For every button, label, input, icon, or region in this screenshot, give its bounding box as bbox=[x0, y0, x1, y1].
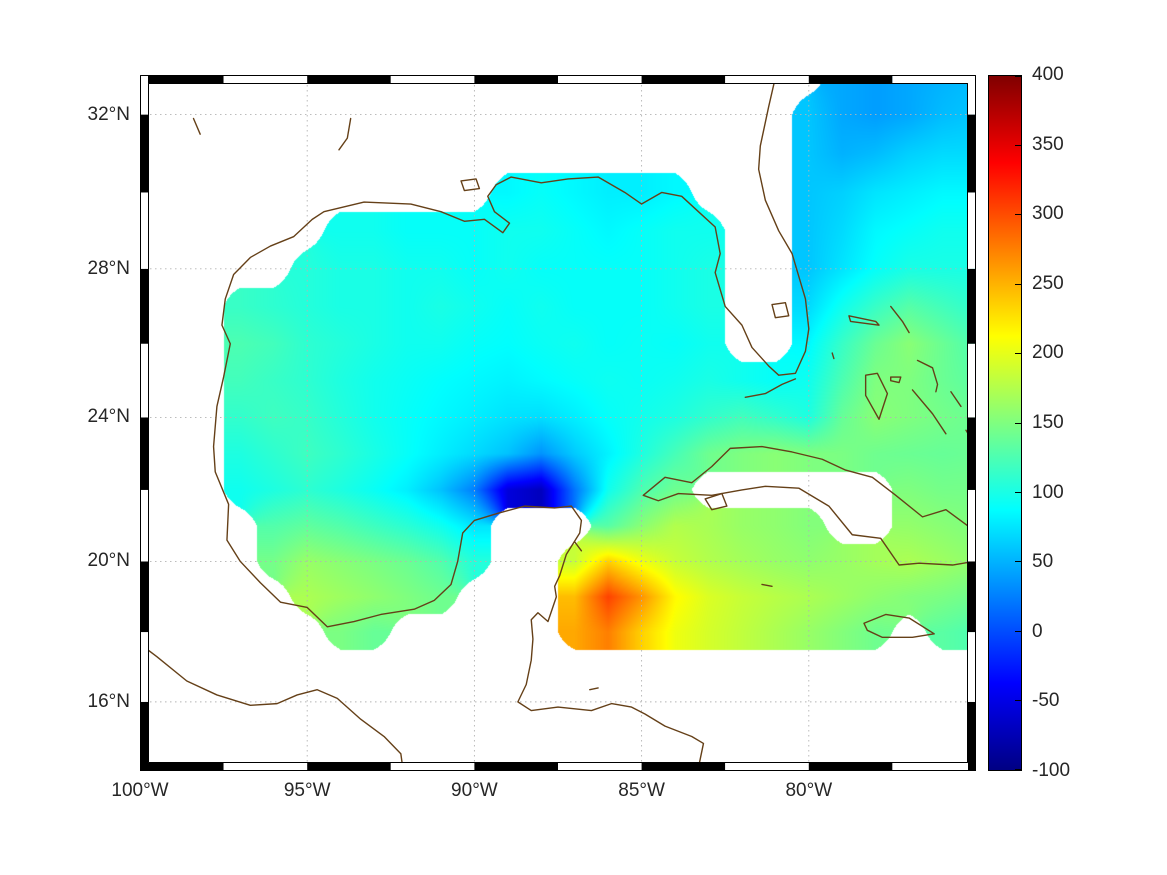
colorbar-tick-mark bbox=[1015, 144, 1021, 146]
colorbar-tick-mark bbox=[1015, 630, 1021, 632]
colorbar-tick-mark bbox=[1015, 214, 1021, 216]
y-tick-label: 28°N bbox=[87, 257, 130, 279]
colorbar bbox=[988, 75, 1022, 771]
colorbar-tick-label: 50 bbox=[1032, 551, 1054, 573]
y-tick-label: 20°N bbox=[87, 550, 130, 572]
colorbar-tick-mark bbox=[1015, 422, 1021, 424]
y-tick-label: 24°N bbox=[87, 406, 130, 428]
colorbar-tick-mark bbox=[1015, 353, 1021, 355]
x-tick-label: 100°W bbox=[111, 780, 169, 801]
colorbar-tick-label: -50 bbox=[1032, 690, 1060, 712]
y-tick-label: 16°N bbox=[87, 690, 130, 712]
colorbar-tick-mark bbox=[1015, 561, 1021, 563]
colorbar-tick-label: 350 bbox=[1032, 133, 1064, 155]
colorbar-tick-mark bbox=[1015, 76, 1021, 77]
colorbar-tick-mark bbox=[1015, 700, 1021, 702]
colorbar-tick-label: 400 bbox=[1032, 64, 1064, 85]
y-tick-label: 32°N bbox=[87, 103, 130, 125]
x-tick-label: 80°W bbox=[785, 780, 833, 801]
x-tick-label: 90°W bbox=[451, 780, 498, 801]
colorbar-tick-label: 300 bbox=[1032, 203, 1064, 225]
colorbar-tick-mark bbox=[1015, 283, 1021, 285]
colorbar-tick-mark bbox=[1015, 769, 1021, 770]
colorbar-tick-mark bbox=[1015, 491, 1021, 493]
colorbar-tick-label: 200 bbox=[1032, 342, 1064, 364]
map-plot-canvas bbox=[140, 75, 976, 771]
x-tick-label: 95°W bbox=[283, 780, 331, 801]
colorbar-tick-label: 150 bbox=[1032, 412, 1064, 433]
colorbar-tick-label: 0 bbox=[1032, 620, 1043, 642]
x-tick-label: 85°W bbox=[618, 780, 665, 801]
colorbar-tick-label: -100 bbox=[1032, 760, 1071, 781]
colorbar-tick-label: 100 bbox=[1032, 481, 1064, 503]
colorbar-tick-label: 250 bbox=[1032, 272, 1064, 294]
